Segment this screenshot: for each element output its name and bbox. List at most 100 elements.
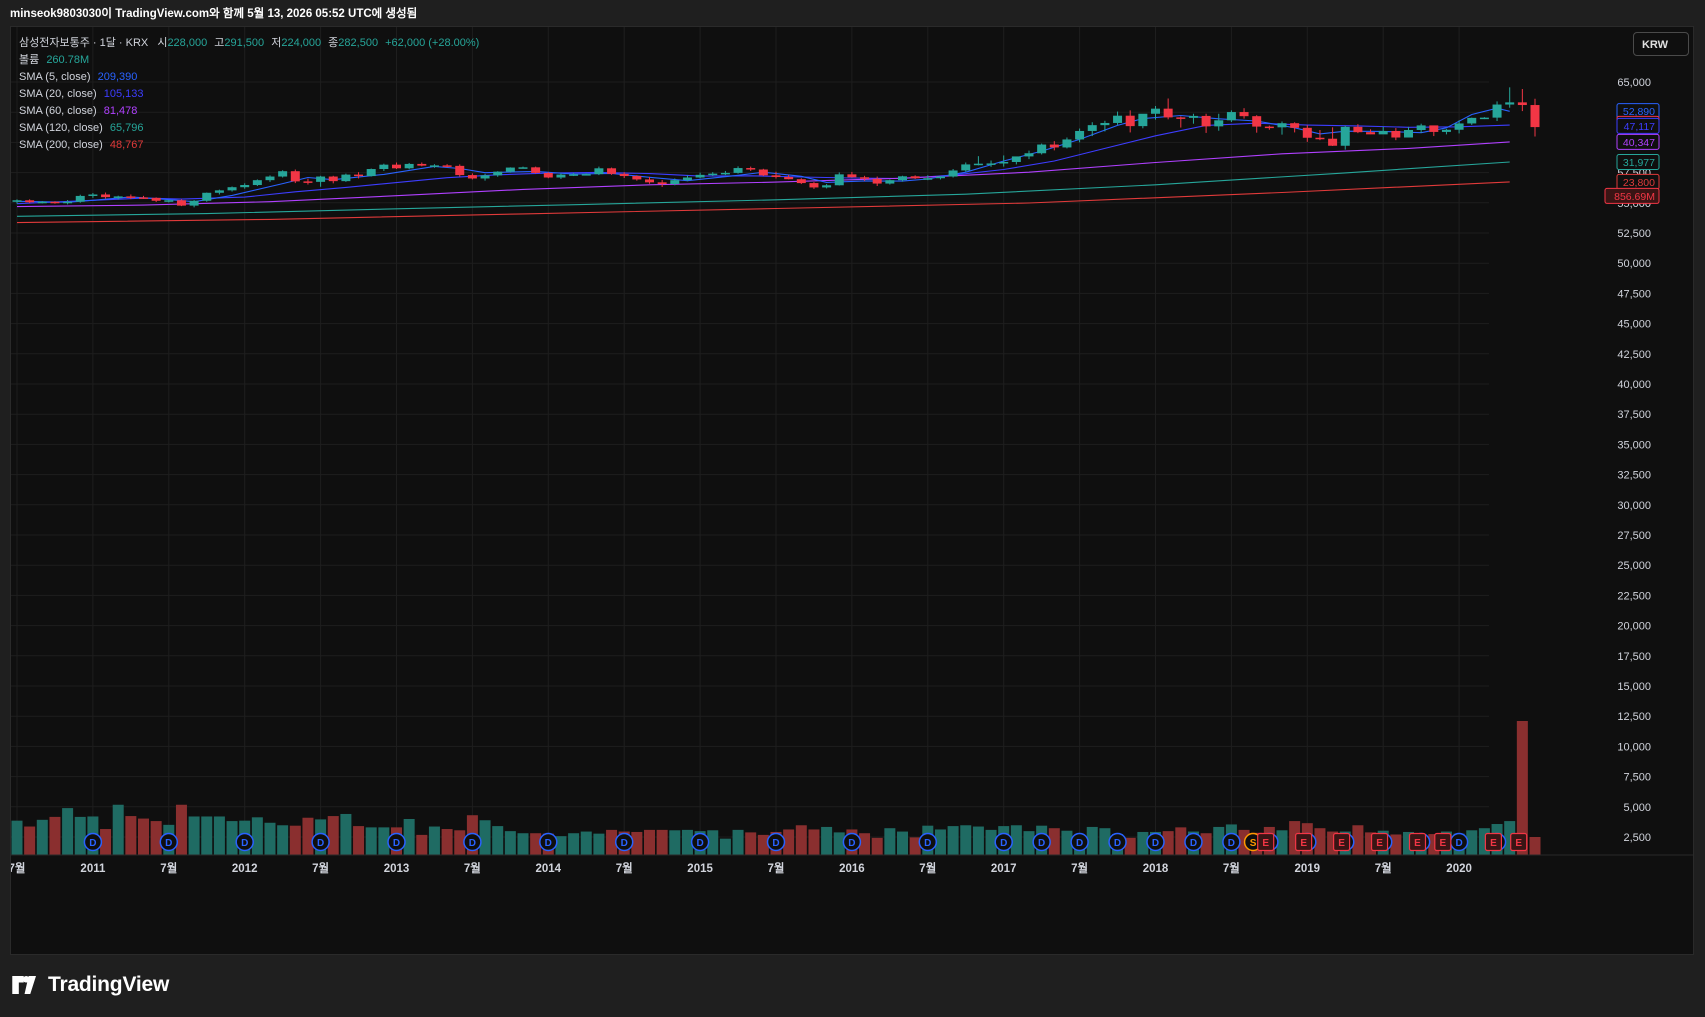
candle-body xyxy=(999,161,1009,164)
candle-body xyxy=(518,167,528,169)
volume-bar xyxy=(49,816,61,855)
chart-legend: 삼성전자보통주 · 1달 · KRX 시228,000 고291,500 저22… xyxy=(19,35,479,154)
volume-bar xyxy=(1314,828,1326,855)
volume-bar xyxy=(492,826,504,855)
y-tick-label: 20,000 xyxy=(1617,621,1651,633)
volume-bar xyxy=(201,816,213,855)
tradingview-logo[interactable]: TradingView xyxy=(12,970,169,1000)
sma-60-legend-row[interactable]: SMA (60, close) 81,478 xyxy=(19,103,479,120)
candle-body xyxy=(796,179,806,184)
candle-body xyxy=(1151,108,1160,114)
y-tick-label: 5,000 xyxy=(1623,802,1651,814)
candle-body xyxy=(1037,144,1047,154)
earnings-marker xyxy=(1257,832,1275,852)
volume-bar xyxy=(1428,834,1440,855)
volume-bar xyxy=(897,831,908,855)
price-tag xyxy=(1604,187,1660,204)
volume-bar xyxy=(1516,721,1528,855)
price-tag-label: 52,890 xyxy=(1623,106,1655,118)
volume-bar xyxy=(479,820,491,855)
candle-body xyxy=(1492,104,1502,118)
candle-body xyxy=(543,172,553,178)
sma-120-legend-row[interactable]: SMA (120, close) 65,796 xyxy=(19,120,479,137)
dividend-marker xyxy=(83,832,103,852)
volume-bar xyxy=(1162,831,1174,855)
candle-body xyxy=(379,164,389,170)
candle-body xyxy=(1517,102,1527,106)
earnings-marker-label: E xyxy=(1515,838,1522,849)
candle-body xyxy=(75,195,85,202)
candle-body xyxy=(885,180,895,184)
candle-body xyxy=(1125,115,1135,127)
dividend-marker-label: D xyxy=(317,838,324,849)
volume-bar xyxy=(1478,828,1490,855)
candle-body xyxy=(607,168,617,174)
volume-bar xyxy=(340,813,352,855)
volume-bar xyxy=(732,829,744,855)
currency-button[interactable]: KRW xyxy=(1633,32,1689,56)
candle-body xyxy=(214,190,224,193)
dividend-marker-label: D xyxy=(1114,838,1121,849)
earnings-marker-label: S xyxy=(1250,838,1257,849)
y-tick-label: 47,500 xyxy=(1617,288,1651,300)
candle-body xyxy=(1214,120,1224,127)
price-tag-label: 40,347 xyxy=(1623,137,1655,149)
y-tick-label: 2,500 xyxy=(1623,832,1651,844)
candle-body xyxy=(202,192,212,201)
candle-body xyxy=(1075,130,1085,140)
candle-body xyxy=(1024,153,1034,157)
candle-body xyxy=(1302,127,1312,138)
volume-bar xyxy=(188,816,200,855)
sma-200-legend-row[interactable]: SMA (200, close) 48,767 xyxy=(19,137,479,154)
x-tick-label: 2018 xyxy=(1143,863,1169,875)
volume-bar xyxy=(1061,830,1073,855)
volume-bar xyxy=(1466,830,1478,855)
volume-bar xyxy=(100,829,112,855)
dividend-marker-label: D xyxy=(165,838,172,849)
candle-body xyxy=(455,165,465,176)
price-axis: 65,00062,50060,00057,50055,00052,50050,0… xyxy=(1617,77,1651,844)
volume-bar xyxy=(934,829,946,855)
candle-body xyxy=(1378,130,1388,135)
volume-bar xyxy=(1010,825,1022,855)
symbol-name[interactable]: 삼성전자보통주 · 1달 · KRX xyxy=(19,37,149,49)
candle-body xyxy=(252,180,262,186)
x-tick-label: 2011 xyxy=(80,863,106,875)
high-label: 고 xyxy=(214,37,225,49)
candle-body xyxy=(695,174,705,178)
candle-body xyxy=(1163,108,1173,118)
candle-body xyxy=(973,163,983,166)
candle-body xyxy=(354,174,364,177)
y-tick-label: 65,000 xyxy=(1617,77,1651,89)
candle-body xyxy=(594,168,604,175)
sma-200-value: 48,767 xyxy=(109,139,144,151)
x-tick-label: 7월 xyxy=(11,861,25,875)
dividend-marker xyxy=(994,832,1013,852)
sma-20-legend-row[interactable]: SMA (20, close) 105,133 xyxy=(19,86,479,103)
candle-body xyxy=(392,164,401,169)
price-tag-label: 47,117 xyxy=(1624,121,1655,133)
volume-legend-row[interactable]: 볼륨 260.78M xyxy=(19,52,479,69)
sma-5-legend-row[interactable]: SMA (5, close) 209,390 xyxy=(19,69,479,86)
candle-body xyxy=(442,165,452,167)
volume-bar xyxy=(1289,821,1301,855)
candle-body xyxy=(1226,112,1236,121)
volume-bar xyxy=(428,826,440,855)
volume-bar xyxy=(1175,827,1187,855)
candle-body xyxy=(860,177,870,179)
volume-bar xyxy=(808,829,820,855)
earnings-marker xyxy=(1484,832,1503,852)
candle-body xyxy=(240,185,250,188)
volume-bar xyxy=(1137,831,1149,855)
candle-body xyxy=(303,181,313,183)
price-chart[interactable]: DDDDDDDDDDDDDDDDDDDDDDDDDDSEEEEEEEE 65,0… xyxy=(11,27,1694,955)
volume-bar xyxy=(757,834,769,855)
volume-bar xyxy=(1200,833,1212,855)
chart-panel[interactable]: DDDDDDDDDDDDDDDDDDDDDDDDDDSEEEEEEEE 65,0… xyxy=(10,26,1694,955)
export-caption: minseok9803030이 TradingView.com와 함께 5월 1… xyxy=(10,8,418,20)
candle-body xyxy=(1404,129,1413,138)
volume-bar xyxy=(1529,836,1541,855)
dividend-marker-label: D xyxy=(848,838,855,849)
volume-bar xyxy=(833,832,845,855)
candle-body xyxy=(1505,102,1515,105)
